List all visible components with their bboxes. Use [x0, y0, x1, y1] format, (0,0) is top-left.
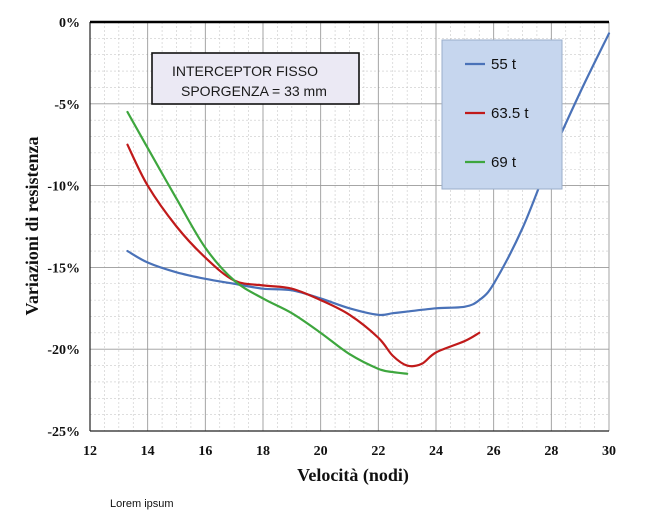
x-tick-label: 18 [256, 444, 270, 459]
x-tick-label: 22 [371, 444, 385, 459]
x-tick-label: 16 [198, 444, 212, 459]
x-tick-label: 30 [602, 444, 616, 459]
tick-labels: 12 14 16 18 20 22 24 26 28 30 0% -5% -10% -15% -20% -25… [47, 16, 616, 459]
x-tick-label: 14 [141, 444, 155, 459]
legend-frame [441, 39, 563, 190]
x-tick-label: 28 [544, 444, 558, 459]
y-tick-label: -20% [47, 343, 80, 358]
annotation-frame [151, 52, 360, 105]
series-line-69t [126, 110, 409, 375]
caption: Lorem ipsum [110, 498, 174, 510]
x-tick-label: 12 [83, 444, 97, 459]
y-tick-label: -10% [47, 180, 80, 195]
annotation-box: INTERCEPTOR FISSO SPORGENZA = 33 mm [151, 52, 360, 105]
series-lines [126, 32, 611, 375]
y-tick-label: -25% [47, 425, 80, 440]
x-axis-title: Velocità (nodi) [297, 465, 409, 486]
axes [89, 20, 609, 432]
annotation-line-2: SPORGENZA = 33 mm [181, 83, 327, 99]
y-tick-label: -15% [47, 261, 80, 276]
series-line-63-5t [126, 143, 481, 368]
x-tick-label: 26 [487, 444, 501, 459]
legend-label-63-5t: 63.5 t [491, 105, 529, 122]
legend-label-55t: 55 t [491, 56, 517, 73]
legend-label-69t: 69 t [491, 154, 517, 171]
legend: 55 t 63.5 t 69 t [441, 39, 563, 190]
annotation-line-1: INTERCEPTOR FISSO [172, 63, 318, 79]
x-tick-label: 24 [429, 444, 443, 459]
y-axis-title: Variazioni di resistenza [22, 137, 42, 316]
y-tick-label: 0% [59, 16, 80, 31]
series-line-55t [126, 32, 611, 317]
y-tick-label: -5% [54, 98, 80, 113]
x-tick-label: 20 [314, 444, 328, 459]
